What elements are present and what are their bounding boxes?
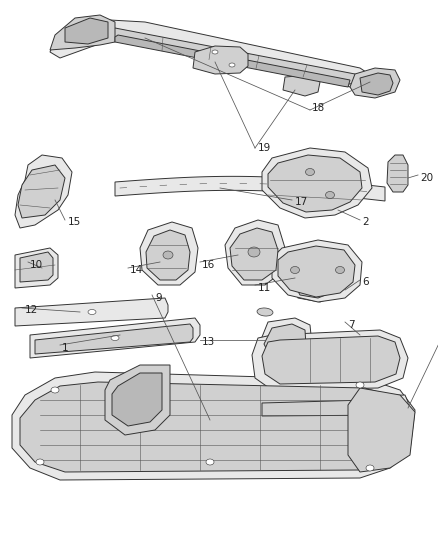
Polygon shape xyxy=(288,248,342,302)
Ellipse shape xyxy=(356,382,364,388)
Polygon shape xyxy=(140,222,198,285)
Ellipse shape xyxy=(366,465,374,471)
Text: 9: 9 xyxy=(155,293,162,303)
Ellipse shape xyxy=(212,50,218,54)
Text: 7: 7 xyxy=(348,320,355,330)
Text: 10: 10 xyxy=(30,260,43,270)
Polygon shape xyxy=(65,18,108,44)
Text: 6: 6 xyxy=(362,277,369,287)
Polygon shape xyxy=(105,365,170,435)
Text: 1: 1 xyxy=(62,343,69,353)
Polygon shape xyxy=(262,148,372,218)
Polygon shape xyxy=(193,46,248,74)
Text: 14: 14 xyxy=(130,265,143,275)
Polygon shape xyxy=(348,388,415,472)
Ellipse shape xyxy=(248,247,260,257)
Polygon shape xyxy=(146,230,190,280)
Ellipse shape xyxy=(257,308,273,316)
Text: 15: 15 xyxy=(68,217,81,227)
Ellipse shape xyxy=(229,63,235,67)
Ellipse shape xyxy=(290,266,300,273)
Polygon shape xyxy=(360,73,393,95)
Polygon shape xyxy=(387,155,408,192)
Polygon shape xyxy=(278,246,355,297)
Polygon shape xyxy=(50,15,115,50)
Polygon shape xyxy=(292,255,336,298)
Ellipse shape xyxy=(111,335,119,341)
Ellipse shape xyxy=(325,191,335,198)
Polygon shape xyxy=(112,373,162,426)
Polygon shape xyxy=(262,399,404,416)
Polygon shape xyxy=(12,372,415,480)
Ellipse shape xyxy=(206,459,214,465)
Polygon shape xyxy=(252,330,408,390)
Polygon shape xyxy=(264,324,306,362)
Polygon shape xyxy=(30,318,200,358)
Text: 2: 2 xyxy=(362,217,369,227)
Text: 20: 20 xyxy=(420,173,433,183)
Polygon shape xyxy=(15,155,72,228)
Polygon shape xyxy=(50,20,375,90)
Text: 11: 11 xyxy=(258,283,271,293)
Polygon shape xyxy=(262,336,400,384)
Text: 12: 12 xyxy=(25,305,38,315)
Ellipse shape xyxy=(336,266,345,273)
Polygon shape xyxy=(258,395,408,420)
Polygon shape xyxy=(20,382,402,472)
Polygon shape xyxy=(272,240,362,302)
Polygon shape xyxy=(225,220,285,285)
Text: 19: 19 xyxy=(258,143,271,153)
Text: 18: 18 xyxy=(312,103,325,113)
Text: 16: 16 xyxy=(202,260,215,270)
Polygon shape xyxy=(15,298,168,326)
Polygon shape xyxy=(35,324,193,354)
Text: 13: 13 xyxy=(202,337,215,347)
Ellipse shape xyxy=(36,459,44,465)
Text: 17: 17 xyxy=(295,197,308,207)
Polygon shape xyxy=(350,68,400,98)
Polygon shape xyxy=(20,252,53,282)
Polygon shape xyxy=(283,75,320,96)
Ellipse shape xyxy=(163,251,173,259)
Polygon shape xyxy=(230,228,278,280)
Ellipse shape xyxy=(88,310,96,314)
Polygon shape xyxy=(268,155,362,212)
Polygon shape xyxy=(18,165,65,218)
Ellipse shape xyxy=(305,168,314,175)
Polygon shape xyxy=(260,318,312,365)
Polygon shape xyxy=(115,176,385,201)
Polygon shape xyxy=(115,35,350,87)
Ellipse shape xyxy=(51,387,59,393)
Polygon shape xyxy=(112,28,358,84)
Polygon shape xyxy=(15,248,58,288)
